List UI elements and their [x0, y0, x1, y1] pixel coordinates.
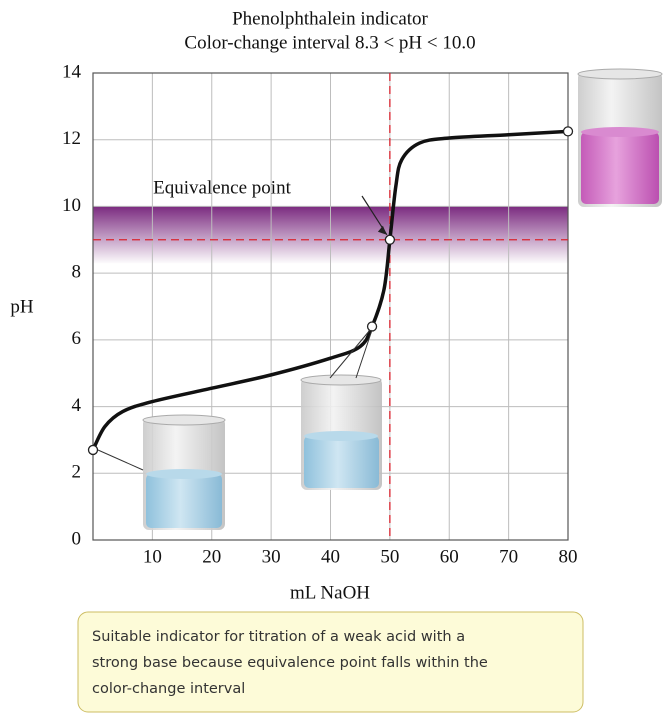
- chart-title: Phenolphthalein indicator: [232, 8, 428, 29]
- beaker: [142, 414, 226, 530]
- point-marker: [366, 321, 378, 332]
- point-marker: [87, 444, 99, 456]
- note-box: Suitable indicator for titration of a we…: [77, 611, 584, 713]
- plot-area: 10 20 30 40 50 60 70 80 0 2 4 6 8 10 12 14: [62, 61, 578, 567]
- point-marker: [562, 126, 574, 137]
- x-tick-label: 60: [440, 546, 459, 567]
- note-line: Suitable indicator for titration of a we…: [92, 629, 465, 645]
- x-tick-label: 40: [321, 546, 340, 567]
- chart-subtitle: Color-change interval 8.3 < pH < 10.0: [184, 32, 475, 53]
- x-tick-label: 70: [499, 546, 518, 567]
- y-tick-label: 10: [62, 195, 81, 216]
- x-tick-label: 50: [380, 546, 399, 567]
- y-tick-label: 4: [72, 395, 82, 416]
- x-tick-label: 80: [559, 546, 578, 567]
- point-marker: [384, 234, 396, 245]
- y-tick-label: 14: [62, 61, 82, 82]
- y-tick-label: 12: [62, 128, 81, 149]
- leader-line: [355, 329, 373, 379]
- leader-line: [97, 449, 144, 471]
- beaker: [300, 374, 382, 490]
- arrow-head: [377, 225, 387, 235]
- note-line: color-change interval: [92, 681, 245, 697]
- x-tick-label: 20: [202, 546, 221, 567]
- x-tick-label: 10: [143, 546, 162, 567]
- x-axis-label: mL NaOH: [290, 582, 370, 603]
- y-tick-label: 6: [72, 328, 82, 349]
- annotation: Equivalence point: [153, 177, 291, 198]
- beaker: [577, 68, 663, 207]
- leader-line: [329, 329, 371, 379]
- note-line: strong base because equivalence point fa…: [92, 655, 488, 671]
- y-tick-label: 0: [72, 528, 82, 549]
- y-tick-label: 2: [72, 462, 82, 483]
- plot-border: [92, 72, 569, 541]
- y-axis-label: pH: [10, 296, 34, 317]
- x-tick-label: 30: [262, 546, 281, 567]
- y-tick-label: 8: [72, 262, 82, 283]
